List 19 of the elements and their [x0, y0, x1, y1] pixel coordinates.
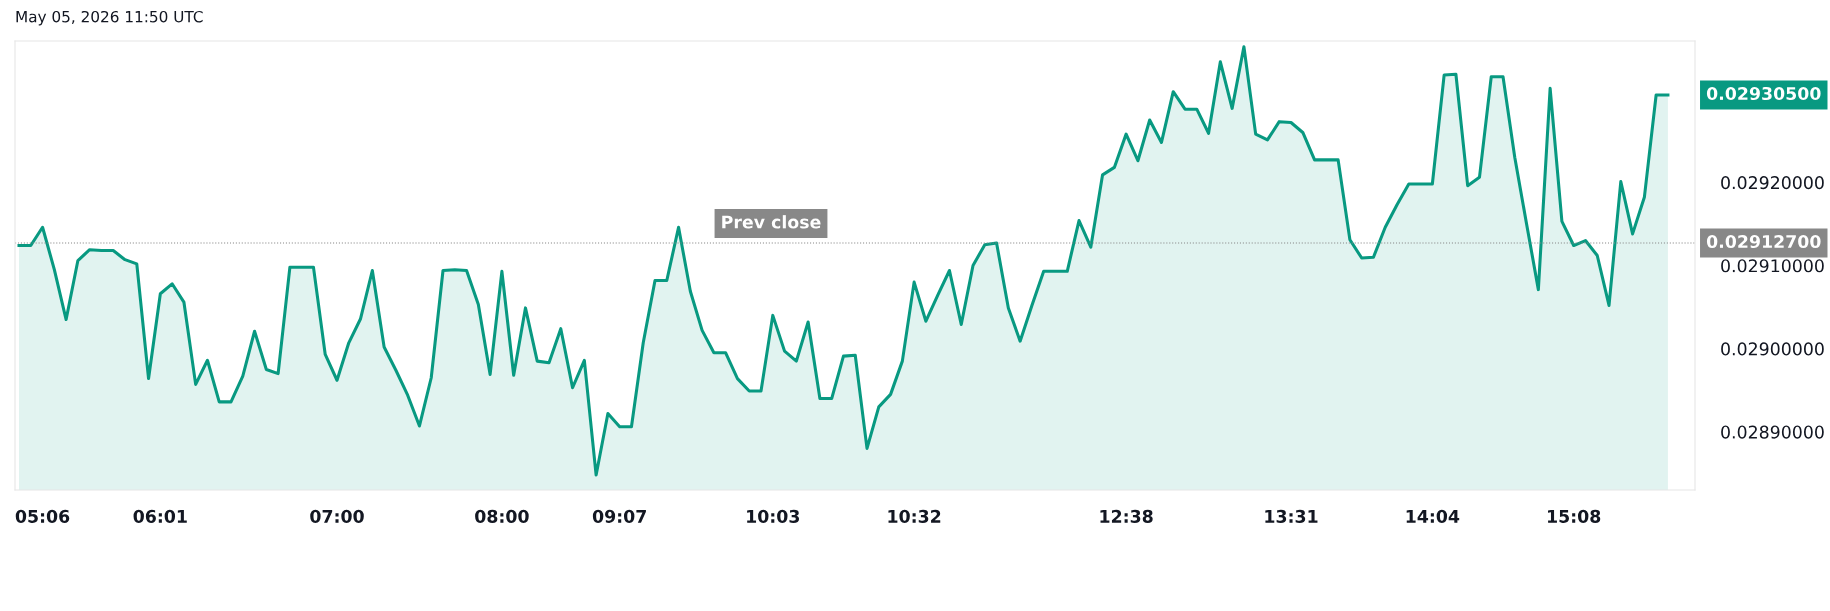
x-tick-label: 06:01 — [133, 509, 187, 523]
x-tick-label: 13:31 — [1265, 509, 1318, 523]
x-tick-label: 10:32 — [888, 509, 941, 523]
x-tick-label: 05:06 — [15, 509, 70, 523]
x-tick-label: 10:03 — [747, 509, 800, 523]
x-tick-label: 09:07 — [592, 509, 646, 523]
y-tick-label: 0.02890000 — [1721, 425, 1824, 439]
x-tick-label: 12:38 — [1100, 509, 1153, 523]
y-tick-label: 0.02920000 — [1721, 176, 1824, 190]
y-tick-label: 0.02910000 — [1721, 259, 1824, 273]
x-tick-label: 08:00 — [475, 509, 529, 523]
text: 0.02930500 — [1706, 86, 1821, 101]
chart-title: May 05, 2026 11:50 UTC — [16, 10, 203, 26]
x-tick-label: 15:08 — [1548, 509, 1601, 523]
y-tick-label: 0.02900000 — [1721, 342, 1824, 356]
ref-line-label: Prev close — [722, 215, 821, 229]
text: 0.02912700 — [1706, 234, 1821, 249]
x-tick-label: 07:00 — [310, 509, 364, 523]
x-tick-label: 14:04 — [1406, 509, 1460, 523]
